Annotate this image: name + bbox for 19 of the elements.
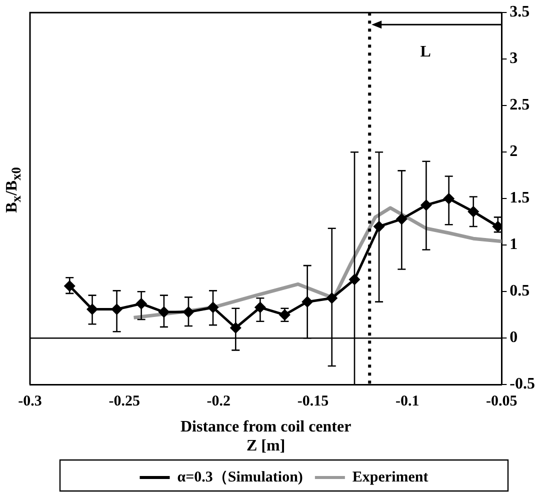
y-tick-label: 2.5	[510, 96, 530, 114]
y-tick-label: 1.5	[510, 190, 530, 207]
x-tick-label: -0.15	[297, 393, 329, 410]
annotation: L	[420, 44, 431, 61]
x-tick-label: -0.1	[395, 393, 420, 410]
y-tick-label: 1	[510, 236, 518, 254]
y-tick-label: 0	[510, 329, 518, 346]
x-tick-label: -0.25	[108, 393, 140, 410]
legend-label: α=0.3（Simulation)	[177, 469, 303, 486]
y-tick-label: 3.5	[510, 4, 530, 21]
y-tick-label: -0.5	[510, 376, 535, 393]
x-tick-label: -0.2	[206, 393, 231, 410]
legend-label: Experiment	[352, 469, 428, 486]
y-tick-label: 2	[510, 143, 518, 160]
x-tick-label: -0.05	[486, 393, 518, 410]
y-tick-label: 3	[510, 50, 518, 68]
x-tick-label: -0.3	[18, 393, 42, 410]
y-tick-label: 0.5	[510, 282, 530, 300]
x-axis-title: Distance from coil center Z [m]	[180, 418, 352, 455]
